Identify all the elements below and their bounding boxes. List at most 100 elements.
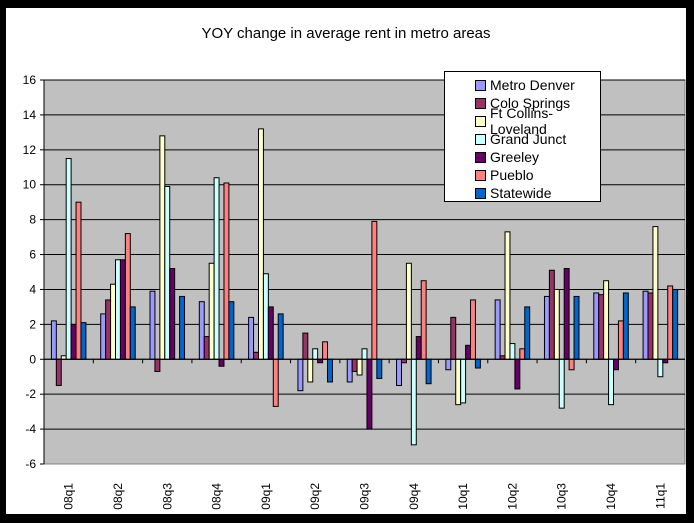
x-tick-label: 09q3 <box>358 483 372 510</box>
bar-statewide-11q1 <box>672 288 679 360</box>
bar-pueblo-08q1 <box>75 201 82 360</box>
bar-greeley-09q1 <box>267 306 274 360</box>
bar-greeley-10q2 <box>514 358 521 390</box>
x-tick-label: 10q1 <box>456 483 470 510</box>
x-tick-label: 10q2 <box>505 483 519 510</box>
bar-colo-springs-09q2 <box>302 332 309 360</box>
bar-colo-springs-08q1 <box>55 358 62 386</box>
legend-swatch <box>475 115 486 127</box>
legend-swatch <box>475 187 486 199</box>
bar-colo-springs-08q2 <box>105 299 112 360</box>
bar-metro-denver-09q1 <box>248 316 255 360</box>
bar-pueblo-11q1 <box>667 285 674 360</box>
x-tick-label: 09q4 <box>407 483 421 510</box>
bar-metro-denver-08q3 <box>149 290 156 360</box>
bar-ft-collins-loveland-08q3 <box>159 135 166 360</box>
bar-ft-collins-loveland-09q2 <box>307 358 314 383</box>
y-tick-label: -4 <box>25 422 36 436</box>
x-tick-label: 08q1 <box>62 483 76 510</box>
bar-metro-denver-11q1 <box>642 290 649 360</box>
bar-grand-junct-09q2 <box>312 348 319 360</box>
y-tick-label: 14 <box>23 108 37 122</box>
bar-grand-junct-10q1 <box>460 358 467 404</box>
x-tick-label: 11q1 <box>653 483 667 509</box>
bar-colo-springs-10q4 <box>598 294 605 360</box>
bar-statewide-08q3 <box>179 295 186 360</box>
bar-ft-collins-loveland-10q4 <box>603 280 610 360</box>
bar-greeley-11q1 <box>662 358 669 364</box>
bar-statewide-08q1 <box>80 322 87 360</box>
legend-label: Metro Denver <box>490 77 575 93</box>
bar-statewide-08q2 <box>129 306 136 360</box>
bar-grand-junct-09q4 <box>410 358 417 446</box>
x-tick-label: 10q3 <box>555 483 569 510</box>
bar-pueblo-10q2 <box>519 348 526 360</box>
bar-statewide-09q2 <box>327 358 333 383</box>
x-axis-ticks: 08q1 08q2 08q3 08q4 09q1 09q2 09q3 09q4 10q1 10q2… <box>62 483 668 510</box>
bar-grand-junct-09q1 <box>262 273 269 360</box>
legend: Metro Denver Colo Springs Ft Collins-Lovel… <box>444 71 601 202</box>
bar-greeley-09q3 <box>366 358 373 430</box>
bar-grand-junct-10q3 <box>558 358 565 409</box>
x-tick-label: 09q2 <box>308 483 322 510</box>
bar-greeley-09q4 <box>415 336 422 360</box>
bar-pueblo-10q4 <box>617 320 624 360</box>
bar-grand-junct-08q2 <box>114 259 121 360</box>
bar-metro-denver-10q1 <box>445 358 452 371</box>
bar-metro-denver-09q2 <box>297 358 304 392</box>
legend-item: Statewide <box>475 184 600 202</box>
bar-greeley-10q3 <box>563 268 570 360</box>
y-tick-label: 8 <box>29 213 36 227</box>
bar-metro-denver-10q3 <box>543 295 550 360</box>
legend-label: Greeley <box>490 149 540 165</box>
bar-statewide-09q3 <box>376 358 383 379</box>
legend-item: Ft Collins-Loveland <box>475 105 600 137</box>
bar-greeley-10q1 <box>465 344 472 360</box>
legend-label: Pueblo <box>490 167 534 183</box>
x-tick-label: 10q4 <box>604 483 618 510</box>
bar-ft-collins-loveland-10q2 <box>504 231 511 360</box>
bar-metro-denver-08q2 <box>100 313 107 360</box>
bar-grand-junct-08q3 <box>164 185 171 360</box>
bar-ft-collins-loveland-09q4 <box>405 262 412 360</box>
legend-swatch <box>475 79 486 91</box>
bar-metro-denver-10q4 <box>593 292 600 360</box>
bar-colo-springs-08q3 <box>154 358 161 372</box>
bar-statewide-10q1 <box>474 358 481 369</box>
bar-grand-junct-11q1 <box>657 358 664 378</box>
bar-grand-junct-08q4 <box>213 177 220 360</box>
bar-statewide-08q4 <box>228 301 235 360</box>
bar-metro-denver-10q2 <box>494 299 501 360</box>
axes <box>43 80 685 464</box>
legend-swatch <box>475 97 486 109</box>
x-tick-label: 08q2 <box>111 483 125 510</box>
bar-greeley-08q3 <box>169 268 176 360</box>
bar-statewide-10q2 <box>524 306 531 360</box>
bar-greeley-09q2 <box>317 358 324 364</box>
x-tick-label: 08q3 <box>160 483 174 510</box>
bar-pueblo-10q3 <box>568 358 575 371</box>
y-tick-label: 10 <box>23 178 37 192</box>
y-tick-label: -2 <box>25 387 36 401</box>
y-tick-label: 0 <box>29 352 36 366</box>
legend-swatch <box>475 133 486 145</box>
bar-grand-junct-08q1 <box>65 158 72 360</box>
y-tick-label: 4 <box>29 282 36 296</box>
y-tick-label: 16 <box>23 73 37 87</box>
x-tick-label: 09q1 <box>259 483 273 510</box>
bar-ft-collins-loveland-08q4 <box>208 262 215 360</box>
bar-statewide-10q4 <box>622 292 629 360</box>
bar-colo-springs-10q2 <box>499 355 506 360</box>
legend-label: Grand Junct <box>490 131 567 147</box>
legend-swatch <box>475 151 486 163</box>
bar-ft-collins-loveland-09q1 <box>257 128 264 360</box>
bar-ft-collins-loveland-11q1 <box>652 226 659 360</box>
bar-pueblo-08q4 <box>223 182 230 360</box>
bar-statewide-09q1 <box>277 313 284 360</box>
y-tick-label: 2 <box>29 317 36 331</box>
y-tick-label: 12 <box>23 143 37 157</box>
bar-metro-denver-09q4 <box>396 358 402 386</box>
bar-colo-springs-09q3 <box>351 358 358 372</box>
bar-metro-denver-09q3 <box>346 358 353 383</box>
legend-item: Colo Springs <box>475 94 600 112</box>
